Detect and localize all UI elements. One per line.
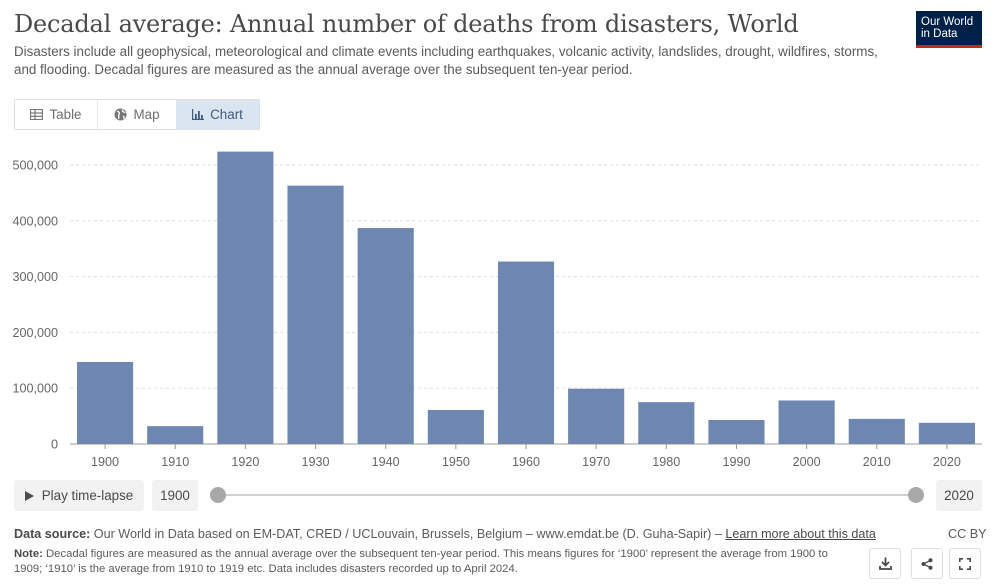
y-tick-label: 500,000 [12, 159, 58, 173]
x-tick-label: 1940 [372, 455, 400, 469]
globe-icon [114, 108, 127, 121]
fullscreen-button[interactable] [949, 548, 981, 579]
page-title: Decadal average: Annual number of deaths… [14, 10, 799, 38]
tab-map-label: Map [133, 107, 160, 122]
page-subtitle: Disasters include all geophysical, meteo… [14, 44, 878, 77]
timeline-end-year[interactable]: 2020 [936, 480, 982, 511]
tab-map[interactable]: Map [98, 100, 176, 129]
y-tick-label: 100,000 [12, 382, 58, 396]
tab-chart-label: Chart [210, 107, 243, 122]
x-tick-label: 2020 [933, 455, 961, 469]
x-tick-label: 1910 [161, 455, 189, 469]
timeline-start-handle[interactable] [210, 487, 226, 503]
bar-1980 [638, 402, 695, 444]
bar-1900 [77, 361, 134, 444]
bar-2010 [848, 418, 905, 444]
logo-line-2: in Data [921, 28, 958, 40]
timeline-track[interactable] [218, 494, 916, 496]
y-tick-label: 200,000 [12, 326, 58, 340]
chart-note: Note: Decadal figures are measured as th… [14, 547, 854, 577]
share-icon [921, 557, 933, 570]
x-tick-label: 1990 [722, 455, 750, 469]
bar-1910 [147, 426, 204, 444]
x-tick-label: 1950 [442, 455, 470, 469]
bar-1920 [217, 151, 274, 444]
bar-1960 [497, 261, 555, 444]
y-tick-label: 300,000 [12, 270, 58, 284]
x-tick-label: 1930 [302, 455, 330, 469]
x-tick-label: 2010 [863, 455, 891, 469]
x-tick-label: 2000 [793, 455, 821, 469]
download-button[interactable] [869, 548, 901, 579]
x-tick-label: 1970 [582, 455, 610, 469]
chart-icon [192, 109, 205, 120]
bar-1930 [287, 185, 344, 444]
note-text: Decadal figures are measured as the annu… [14, 548, 828, 575]
view-tabs: Table Map Chart [14, 99, 260, 130]
timeline-start-year[interactable]: 1900 [152, 480, 198, 511]
download-icon [878, 557, 892, 570]
owid-logo[interactable]: Our World in Data [916, 11, 982, 48]
tab-chart[interactable]: Chart [176, 100, 259, 129]
logo-line-1: Our World [921, 16, 974, 28]
license-label[interactable]: CC BY [948, 527, 987, 541]
play-icon [24, 490, 34, 501]
tab-table[interactable]: Table [15, 100, 98, 129]
timeline-end-handle[interactable] [908, 487, 924, 503]
y-tick-label: 400,000 [12, 214, 58, 228]
x-tick-label: 1980 [652, 455, 680, 469]
y-tick-label: 0 [51, 438, 58, 452]
table-icon [30, 109, 44, 120]
bar-1970 [568, 388, 625, 444]
x-tick-label: 1920 [231, 455, 259, 469]
x-tick-label: 1900 [91, 455, 119, 469]
bar-2020 [918, 422, 975, 444]
bar-1950 [427, 409, 484, 444]
source-label: Data source: [14, 527, 91, 541]
tab-table-label: Table [49, 107, 82, 122]
data-source: Data source: Our World in Data based on … [14, 527, 876, 541]
note-label: Note: [14, 548, 43, 560]
play-label: Play time-lapse [41, 488, 134, 503]
learn-more-link[interactable]: Learn more about this data [725, 527, 876, 541]
bar-chart: 0 100,000 200,000 300,000 400,000 500,000 1900… [12, 151, 982, 469]
play-timelapse-button[interactable]: Play time-lapse [14, 480, 144, 511]
source-text: Our World in Data based on EM-DAT, CRED … [93, 527, 722, 541]
share-button[interactable] [911, 548, 943, 579]
x-tick-label: 1960 [512, 455, 540, 469]
fullscreen-icon [959, 557, 971, 570]
bar-1940 [357, 228, 414, 444]
bar-2000 [778, 400, 835, 444]
bar-1990 [708, 420, 765, 444]
